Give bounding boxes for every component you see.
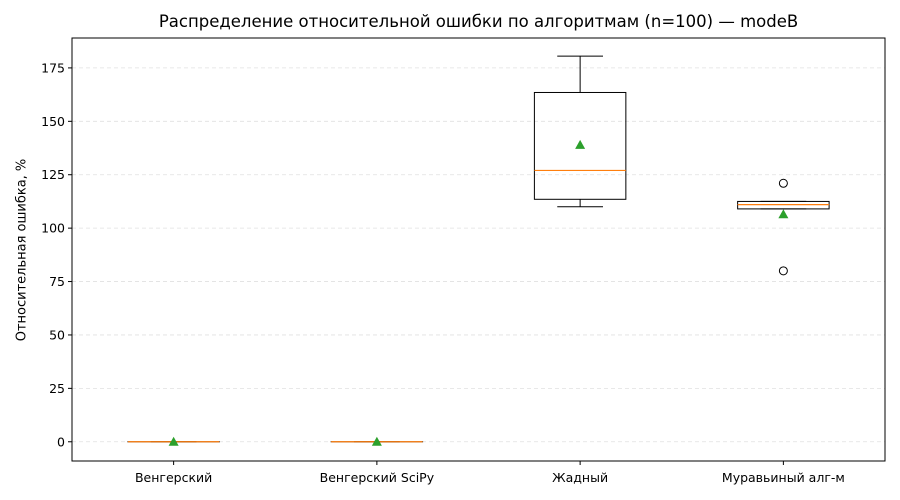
mean-marker — [575, 139, 586, 149]
mean-marker — [168, 436, 179, 446]
mean-marker — [778, 209, 789, 219]
outlier-point — [778, 266, 788, 276]
y-tick-label: 50 — [49, 327, 65, 342]
y-tick-label: 25 — [49, 381, 65, 396]
y-tick-label: 150 — [41, 114, 65, 129]
y-tick-label: 100 — [41, 221, 65, 236]
outlier-point — [778, 178, 788, 188]
plot-frame — [71, 37, 886, 462]
y-tick-label: 125 — [41, 167, 65, 182]
box — [533, 91, 627, 200]
x-tick-label: Муравьиный алг-м — [722, 470, 845, 485]
x-tick-label: Венгерский — [135, 470, 212, 485]
x-tick-label: Венгерский SciPy — [320, 470, 435, 485]
chart-title: Распределение относительной ошибки по ал… — [158, 12, 799, 31]
y-tick-label: 175 — [41, 60, 65, 75]
x-tick-label: Жадный — [552, 470, 608, 485]
mean-marker — [371, 436, 382, 446]
y-tick-label: 0 — [57, 434, 65, 449]
y-tick-label: 75 — [49, 274, 65, 289]
